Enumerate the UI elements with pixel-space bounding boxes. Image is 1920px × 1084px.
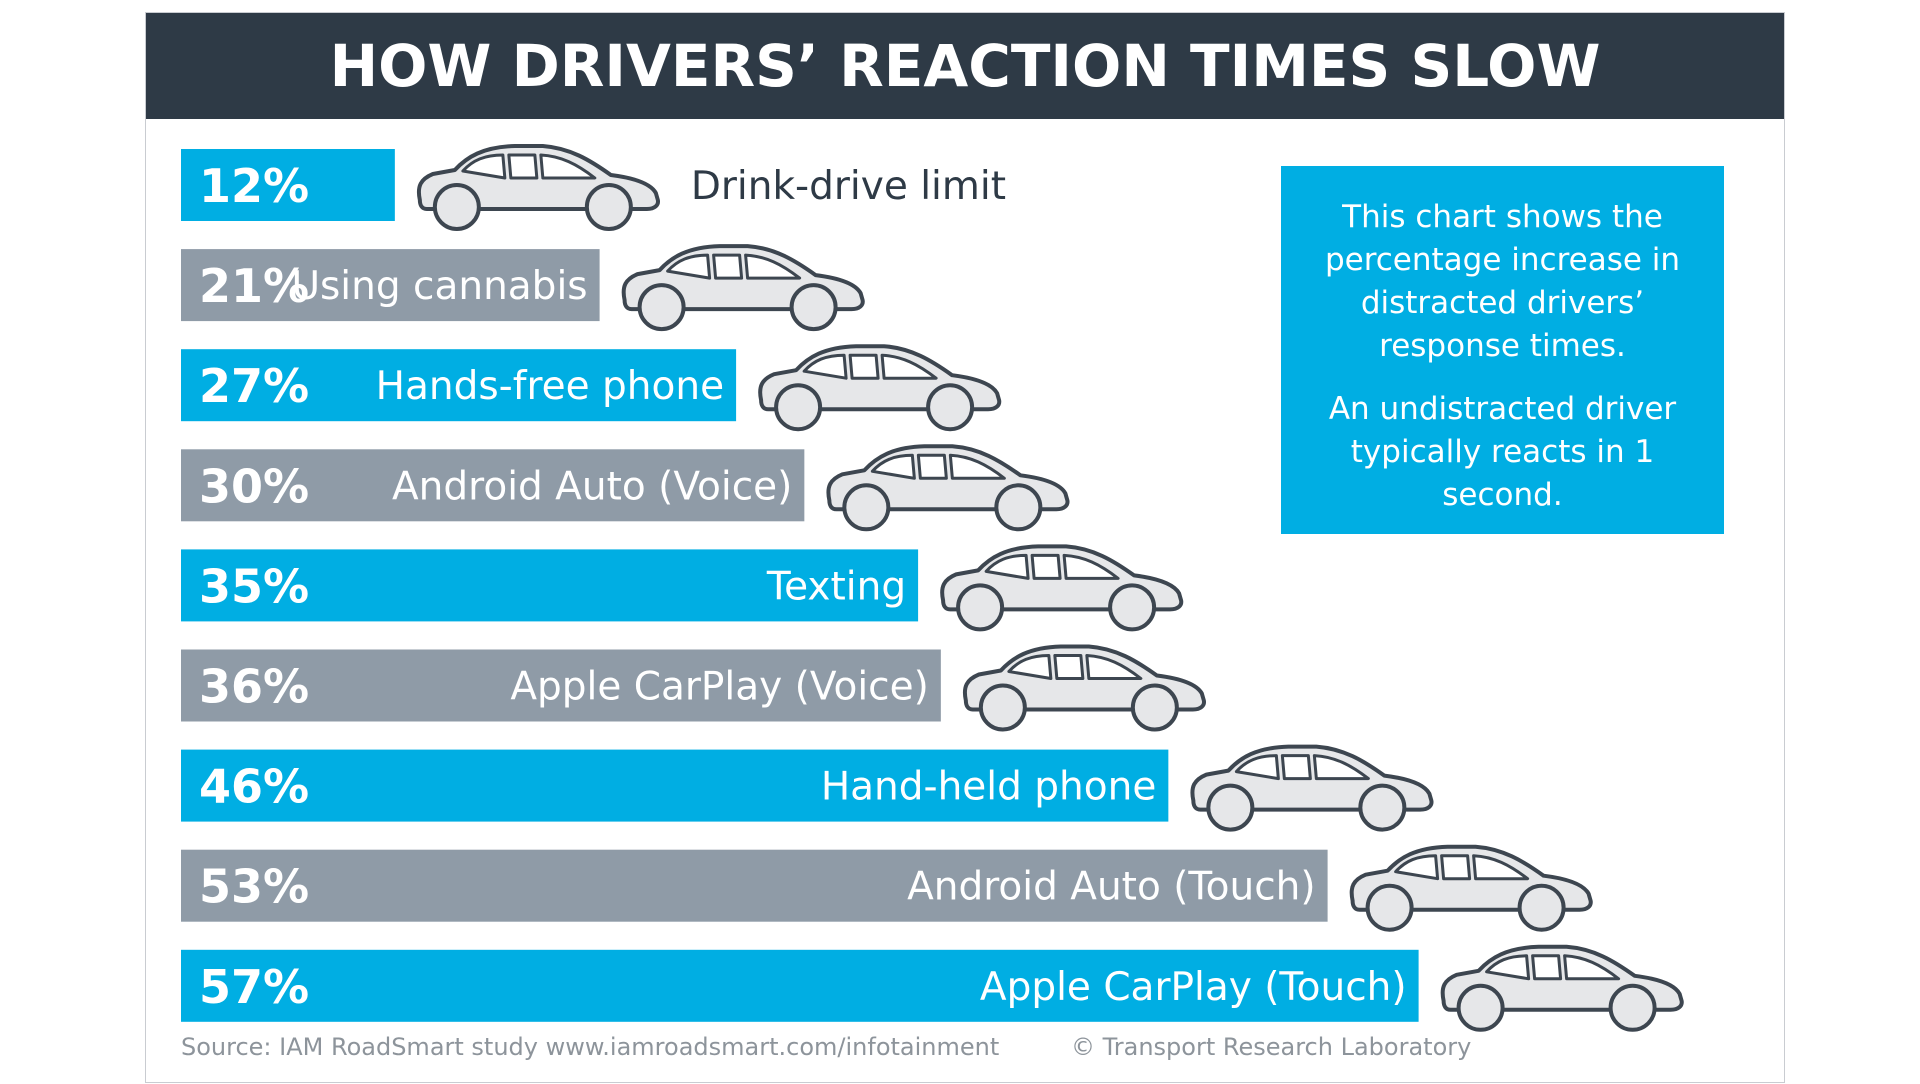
bar-row: 12% Drink-drive limit: [181, 144, 1006, 231]
value-label: 21%: [199, 259, 309, 313]
value-label: 30%: [199, 459, 309, 513]
bar: [181, 849, 1328, 922]
value-label: 35%: [199, 559, 309, 613]
bar: [181, 249, 600, 322]
bar-row: 57% Apple CarPlay (Touch): [181, 944, 1684, 1032]
car-icon: [758, 344, 1002, 432]
category-label: Hand-held phone: [821, 765, 1157, 810]
bar: [181, 749, 1169, 822]
car-icon: [1190, 744, 1434, 832]
bar: [181, 949, 1419, 1022]
bar: [181, 149, 395, 221]
value-label: 57%: [199, 960, 309, 1014]
bar: [181, 549, 919, 622]
note-text-1: This chart shows the percentage increase…: [1324, 199, 1681, 364]
category-label: Android Auto (Voice): [392, 464, 792, 509]
value-label: 36%: [199, 660, 309, 714]
car-icon: [940, 544, 1184, 632]
value-label: 27%: [199, 359, 309, 413]
bar: [181, 449, 805, 522]
bar: [181, 649, 941, 722]
bar-row: 27% Hands-free phone: [181, 344, 1002, 432]
category-label: Apple CarPlay (Touch): [980, 965, 1407, 1010]
source-text: Source: IAM RoadSmart study www.iamroads…: [181, 1033, 1000, 1061]
bar-row: 46% Hand-held phone: [181, 744, 1434, 832]
car-icon: [621, 244, 865, 332]
value-label: 53%: [199, 860, 309, 914]
car-icon: [1440, 944, 1684, 1032]
category-label: Drink-drive limit: [691, 164, 1006, 209]
value-label: 46%: [199, 760, 309, 814]
car-icon: [962, 644, 1207, 732]
bar-row: 36% Apple CarPlay (Voice): [181, 644, 1207, 732]
bar-row: 30% Android Auto (Voice): [181, 444, 1070, 532]
bar: [181, 349, 737, 422]
info-note-box: This chart shows the percentage increase…: [1281, 166, 1724, 534]
bar-chart: 12% Drink-drive limit 21%Using cannabis 27%…: [181, 144, 1684, 1032]
value-label: 12%: [199, 159, 309, 213]
category-label: Apple CarPlay (Voice): [510, 665, 929, 710]
header-banner: HOW DRIVERS’ REACTION TIMES SLOW: [146, 13, 1784, 119]
bars-layer: 12% Drink-drive limit 21%Using cannabis 27%…: [181, 144, 1684, 1032]
category-label: Android Auto (Touch): [907, 865, 1316, 910]
bar-row: 35% Texting: [181, 544, 1184, 632]
car-icon: [826, 444, 1070, 532]
note-text-2: An undistracted driver typically reacts …: [1328, 391, 1677, 513]
chart-title: HOW DRIVERS’ REACTION TIMES SLOW: [329, 32, 1601, 100]
car-icon: [416, 144, 661, 231]
car-icon: [1349, 844, 1593, 932]
copyright-text: © Transport Research Laboratory: [1071, 1033, 1472, 1061]
bar-row: 53% Android Auto (Touch): [181, 844, 1593, 932]
infographic-card: HOW DRIVERS’ REACTION TIMES SLOW 12% Drin…: [145, 12, 1785, 1083]
category-label: Hands-free phone: [376, 364, 724, 409]
category-label: Texting: [766, 564, 906, 609]
footer: Source: IAM RoadSmart study www.iamroads…: [181, 1033, 1621, 1073]
category-label: Using cannabis: [291, 264, 587, 309]
bar-row: 21%Using cannabis: [181, 244, 865, 332]
